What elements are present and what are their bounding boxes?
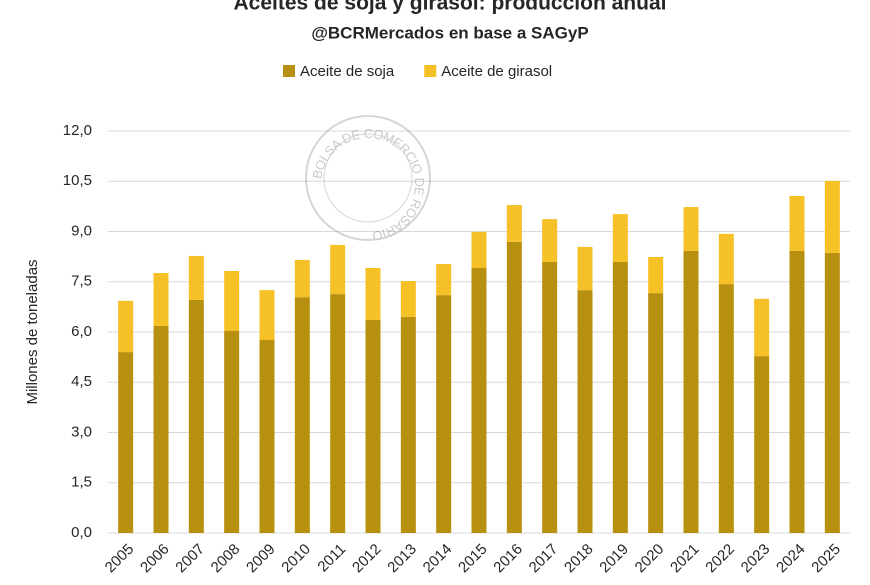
bar-segment xyxy=(188,255,204,300)
bar-segment xyxy=(824,180,840,253)
y-tick-label: 4,5 xyxy=(71,373,92,390)
x-tick-label: 2006 xyxy=(137,541,173,577)
bar-segment xyxy=(718,233,734,285)
bar-segment xyxy=(188,299,204,533)
x-tick-label: 2013 xyxy=(384,541,420,577)
seal-ring xyxy=(305,115,431,241)
bar-segment xyxy=(683,250,699,533)
y-tick-label: 10,5 xyxy=(63,172,92,189)
bar-segment xyxy=(648,293,664,533)
bar-segment xyxy=(789,250,805,533)
x-tick-label: 2015 xyxy=(455,541,491,577)
x-tick-label: 2017 xyxy=(526,541,562,577)
x-tick-label: 2023 xyxy=(738,541,774,577)
bar-segment xyxy=(118,352,134,533)
legend-label: Aceite de soja xyxy=(300,63,395,80)
x-tick-label: 2012 xyxy=(349,541,385,577)
bar-segment xyxy=(153,325,169,533)
x-tick-label: 2005 xyxy=(102,541,138,577)
bar-segment xyxy=(718,284,734,533)
y-tick-label: 9,0 xyxy=(71,222,92,239)
bar-segment xyxy=(294,259,310,298)
x-tick-label: 2011 xyxy=(314,541,349,576)
bar-segment xyxy=(330,294,346,533)
bar-segment xyxy=(436,263,452,296)
bar-segment xyxy=(259,340,275,533)
bar-segment xyxy=(118,300,134,353)
bar-segment xyxy=(577,246,593,291)
bar-segment xyxy=(542,261,558,533)
y-tick-label: 6,0 xyxy=(71,323,92,340)
bar-segment xyxy=(471,231,487,269)
legend-swatch xyxy=(424,65,437,77)
watermark: BOLSA DE COMERCIO DE ROSARIO xyxy=(305,115,431,244)
bar-segment xyxy=(471,268,487,533)
bar-segment xyxy=(224,271,240,331)
bar-segment xyxy=(577,290,593,533)
bar-segment xyxy=(506,241,522,533)
bar-segment xyxy=(436,295,452,533)
y-tick-label: 12,0 xyxy=(63,122,92,139)
bar-segment xyxy=(824,252,840,533)
bar-segment xyxy=(754,298,770,357)
bar-segment xyxy=(330,244,346,295)
y-tick-label: 7,5 xyxy=(71,273,92,290)
bar-segment xyxy=(648,256,664,294)
x-tick-label: 2008 xyxy=(208,541,244,577)
x-tick-label: 2019 xyxy=(596,541,632,577)
bar-segment xyxy=(754,356,770,533)
legend-swatch xyxy=(283,65,295,77)
y-tick-label: 1,5 xyxy=(71,474,92,491)
y-tick-label: 3,0 xyxy=(71,423,92,440)
x-tick-label: 2010 xyxy=(278,541,314,577)
y-axis-label: Millones de toneladas xyxy=(24,259,41,404)
x-tick-label: 2016 xyxy=(490,541,526,577)
x-tick-label: 2007 xyxy=(172,541,208,577)
chart-title: Aceites de soja y girasol: producción an… xyxy=(234,0,667,15)
bar-segment xyxy=(294,297,310,533)
x-tick-label: 2009 xyxy=(243,541,279,577)
bar-segment xyxy=(506,205,522,242)
bar-segment xyxy=(365,319,381,533)
chart-subtitle: @BCRMercados en base a SAGyP xyxy=(311,23,588,42)
x-tick-label: 2022 xyxy=(702,541,738,577)
x-tick-label: 2014 xyxy=(420,541,456,577)
bar-segment xyxy=(259,290,275,341)
x-tick-label: 2020 xyxy=(632,541,668,577)
bar-segment xyxy=(365,268,381,320)
bar-segment xyxy=(542,219,558,262)
bar-segment xyxy=(153,273,169,326)
bar-segment xyxy=(683,207,699,251)
bar-segment xyxy=(612,214,628,262)
bar-segment xyxy=(224,330,240,533)
x-tick-label: 2021 xyxy=(667,541,703,577)
x-tick-label: 2025 xyxy=(808,541,844,577)
seal-ring xyxy=(323,133,413,223)
x-tick-label: 2018 xyxy=(561,541,597,577)
bar-segment xyxy=(400,316,416,533)
x-tick-label: 2024 xyxy=(773,541,809,577)
y-tick-label: 0,0 xyxy=(71,524,92,541)
bar-segment xyxy=(400,281,416,317)
legend-label: Aceite de girasol xyxy=(441,63,552,80)
bar-segment xyxy=(612,261,628,533)
bar-segment xyxy=(789,195,805,251)
